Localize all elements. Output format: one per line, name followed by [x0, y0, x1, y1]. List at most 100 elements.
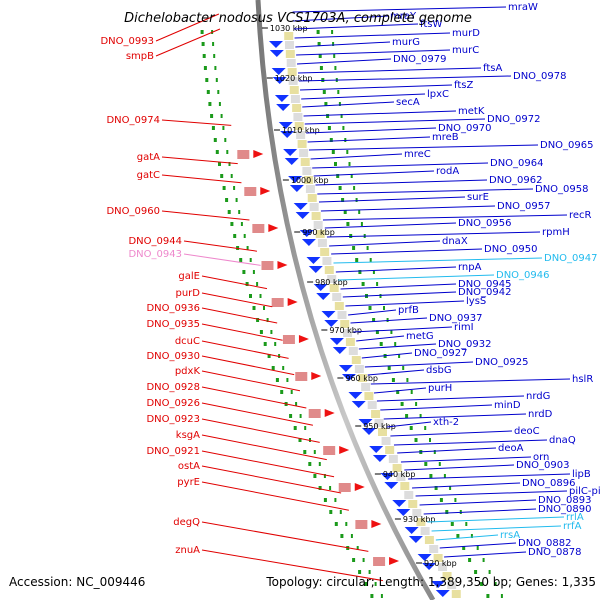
feature-block: [340, 320, 350, 328]
cds-arrow: [354, 483, 365, 491]
gene-label-left: galE: [178, 271, 200, 282]
gene-leader: [356, 335, 405, 342]
gene-label-right: DNO_0942: [458, 287, 512, 298]
gene-label-right: DNO_0965: [540, 140, 594, 151]
feature-block: [323, 446, 336, 455]
gene-leader: [435, 534, 499, 541]
feature-block: [338, 483, 351, 492]
cds-arrow: [277, 261, 288, 269]
gene-leader: [340, 283, 457, 290]
accession-text: Accession: NC_009446: [9, 575, 145, 589]
gene-label-right: DNO_0937: [429, 313, 483, 324]
gene-leader: [342, 291, 457, 298]
gene-label-right: ftsZ: [454, 80, 473, 91]
gene-leader: [419, 499, 537, 506]
feature-block: [429, 545, 439, 553]
gene-label-right: murD: [452, 28, 480, 39]
cds-arrow: [313, 284, 328, 291]
gene-label-right: DNO_0925: [475, 357, 529, 368]
cds-arrow: [362, 428, 377, 435]
gene-label-right: mreB: [432, 132, 459, 143]
gene-label-right: rodA: [436, 166, 459, 177]
feature-block: [271, 298, 284, 307]
cds-arrow: [396, 509, 411, 516]
gene-label-right: mreC: [404, 149, 431, 160]
gene-leader: [293, 15, 389, 22]
gene-leader: [201, 450, 335, 478]
feature-block: [302, 167, 312, 175]
gene-label-left: DNO_0943: [128, 249, 182, 260]
feature-block: [345, 338, 355, 346]
gene-label-left: znuA: [175, 545, 200, 556]
feature-block: [361, 383, 371, 391]
feature-block: [438, 563, 448, 571]
gene-leader: [201, 340, 289, 359]
topology-summary: Topology: circular; Length: 1,389,350 bp…: [265, 575, 596, 589]
gene-leader: [296, 58, 392, 65]
gene-leader: [367, 369, 425, 376]
gene-leader: [358, 343, 437, 350]
cds-arrow: [348, 392, 363, 399]
gene-label-right: recR: [569, 210, 592, 221]
scale-tick-label: 930 kbp: [403, 515, 436, 524]
track-guide: [200, 30, 374, 598]
gene-label-right: DNO_0979: [393, 54, 447, 65]
cds-arrow: [332, 347, 347, 354]
gene-label-right: DNO_0890: [538, 504, 592, 515]
gene-leader: [361, 352, 413, 359]
cds-arrow: [298, 335, 309, 343]
feature-block: [285, 50, 295, 58]
feature-block: [288, 77, 298, 85]
gene-label-right: surE: [467, 192, 489, 203]
gene-label-right: DNO_0878: [528, 547, 582, 558]
cds-arrow: [301, 239, 316, 246]
gene-leader: [444, 551, 527, 558]
gene-label-left: purD: [176, 288, 201, 299]
gene-label-right: DNO_0956: [458, 218, 512, 229]
feature-block: [311, 212, 321, 220]
gene-label-left: DNO_0944: [128, 236, 182, 247]
gene-leader: [161, 174, 242, 184]
gene-label-right: DNO_0950: [484, 244, 538, 255]
gene-leader: [404, 464, 515, 471]
feature-block: [348, 347, 358, 355]
gene-label-right: rpmH: [542, 227, 570, 238]
cds-arrow: [272, 77, 287, 84]
gene-leader: [380, 404, 493, 411]
cds-arrow: [358, 419, 373, 426]
gene-leader: [345, 300, 465, 307]
cds-arrow: [404, 527, 419, 534]
gene-leader: [331, 248, 483, 255]
gene-leader: [412, 482, 521, 489]
scale-tick-label: 1020 kbp: [275, 74, 313, 83]
scale-tick-label: 990 kbp: [302, 228, 335, 237]
gene-label-left: DNO_0936: [146, 303, 200, 314]
gene-label-right: DNO_0946: [496, 270, 550, 281]
feature-block: [304, 176, 314, 184]
gene-leader: [338, 274, 495, 281]
feature-block: [293, 113, 303, 121]
gene-label-right: rrlA: [566, 512, 584, 523]
feature-block: [309, 203, 319, 211]
gene-label-left: pdxK: [175, 366, 201, 377]
gene-leader: [300, 84, 453, 91]
gene-leader: [370, 378, 571, 385]
feature-block: [420, 527, 430, 535]
gene-leader: [393, 439, 548, 446]
gene-leader: [390, 430, 513, 437]
cds-arrow: [422, 563, 437, 570]
scale-tick-label: 1030 kbp: [270, 24, 308, 33]
gene-label-left: DNO_0993: [100, 36, 154, 47]
gene-leader: [310, 153, 403, 160]
feature-block: [307, 194, 317, 202]
gene-label-right: rimI: [454, 322, 474, 333]
gene-label-right: mraY: [390, 11, 417, 22]
gene-label-right: DNO_0882: [518, 538, 572, 549]
feature-block: [297, 140, 307, 148]
gene-leader: [317, 188, 534, 195]
feature-block: [327, 275, 337, 283]
gene-leader: [201, 307, 278, 324]
scale-tick-label: 970 kbp: [329, 326, 362, 335]
